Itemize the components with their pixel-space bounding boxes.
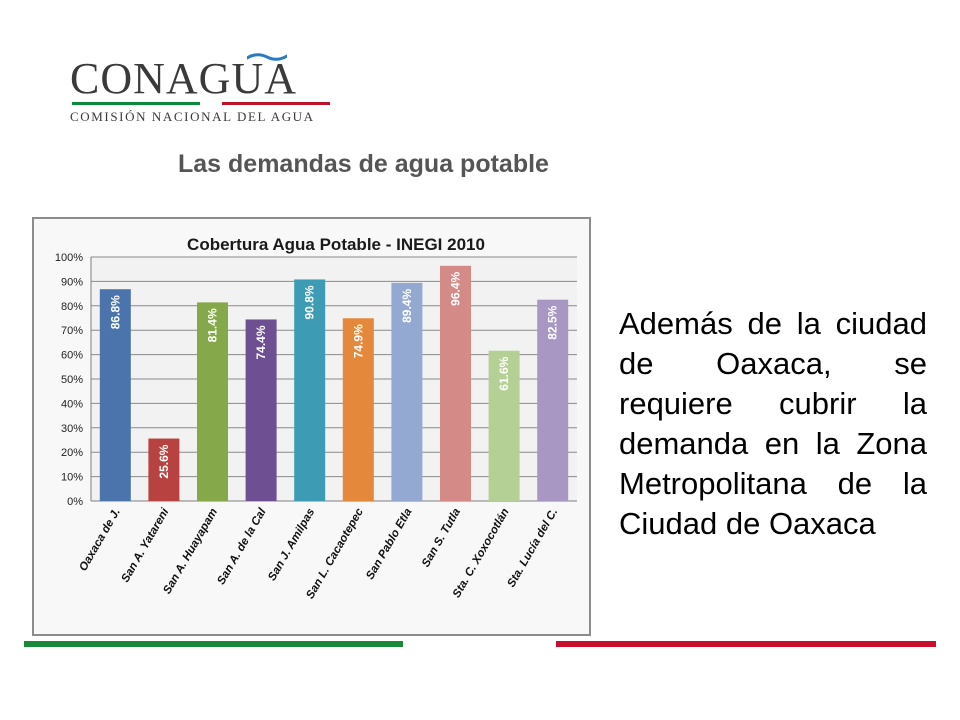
- x-tick-label: San A. Yatareni: [119, 506, 171, 585]
- data-label: 74.4%: [254, 325, 268, 359]
- footer-red-stripe: [556, 641, 936, 647]
- chart-title: Cobertura Agua Potable - INEGI 2010: [187, 235, 485, 254]
- bar: [440, 265, 471, 501]
- data-label: 89.4%: [400, 289, 414, 323]
- bar: [148, 438, 180, 501]
- y-tick-label: 30%: [61, 423, 83, 435]
- y-tick-label: 40%: [61, 398, 83, 410]
- x-tick-label: San Pablo Etla: [364, 506, 415, 582]
- x-tick-label: San L. Cacaotepec: [304, 506, 366, 601]
- data-label: 74.9%: [351, 324, 365, 358]
- y-tick-label: 0%: [67, 496, 83, 508]
- bar: [537, 299, 569, 501]
- y-tick-label: 80%: [61, 301, 83, 313]
- y-tick-label: 20%: [61, 447, 83, 459]
- bar: [342, 318, 374, 501]
- bar: [294, 279, 326, 501]
- logo-red-bar: [222, 102, 330, 105]
- bar: [245, 319, 277, 501]
- x-tick-label: San A. de la Cal: [215, 506, 269, 587]
- x-tick-label: Sta. Lucía del C.: [505, 507, 560, 590]
- logo-green-bar: [72, 102, 200, 105]
- y-tick-label: 50%: [61, 374, 83, 386]
- bar: [99, 289, 131, 501]
- y-tick-label: 90%: [61, 276, 83, 288]
- data-label: 90.8%: [303, 285, 317, 319]
- conagua-logo: CONAGUA COMISIÓN NACIONAL DEL AGUA: [70, 53, 340, 125]
- y-axis-tick-labels: 0% 10% 20% 30% 40% 50% 60% 70% 80% 90% 100%: [55, 252, 83, 508]
- y-tick-label: 10%: [61, 472, 83, 484]
- body-paragraph: Además de la ciudad de Oaxaca, se requie…: [619, 306, 927, 541]
- coverage-chart: Cobertura Agua Potable - INEGI 2010 0% 10…: [32, 217, 591, 636]
- bar: [197, 302, 228, 501]
- data-label: 86.8%: [108, 295, 122, 329]
- page-title: Las demandas de agua potable: [178, 150, 549, 178]
- data-label: 81.4%: [206, 308, 220, 342]
- data-label: 82.5%: [546, 305, 560, 339]
- chart-data-labels: 86.8% 25.6% 81.4% 74.4% 90.8% 74.9% 89.4% 96.4%…: [108, 271, 559, 478]
- chart-bars: [99, 265, 569, 501]
- x-tick-label: San S. Tutla: [420, 506, 463, 569]
- data-label: 61.6%: [497, 356, 511, 390]
- bar: [488, 350, 520, 501]
- logo-wordmark: CONAGUA: [70, 54, 297, 103]
- footer-green-stripe: [24, 641, 403, 647]
- x-tick-label: San J. Amilpas: [266, 507, 317, 583]
- data-label: 96.4%: [449, 271, 463, 305]
- water-wave-icon: [247, 53, 287, 61]
- coverage-bar-chart: Cobertura Agua Potable - INEGI 2010 0% 10…: [55, 235, 577, 601]
- bar: [391, 282, 423, 501]
- x-tick-label: Sta. C. Xoxocotlán: [451, 506, 512, 599]
- y-tick-label: 60%: [61, 350, 83, 362]
- y-tick-label: 70%: [61, 325, 83, 337]
- y-tick-label: 100%: [55, 252, 83, 264]
- data-label: 25.6%: [157, 444, 171, 478]
- x-tick-label: Oaxaca de J.: [77, 507, 123, 574]
- x-tick-label: San A. Huayapam: [161, 507, 220, 597]
- logo-subtitle: COMISIÓN NACIONAL DEL AGUA: [70, 109, 315, 124]
